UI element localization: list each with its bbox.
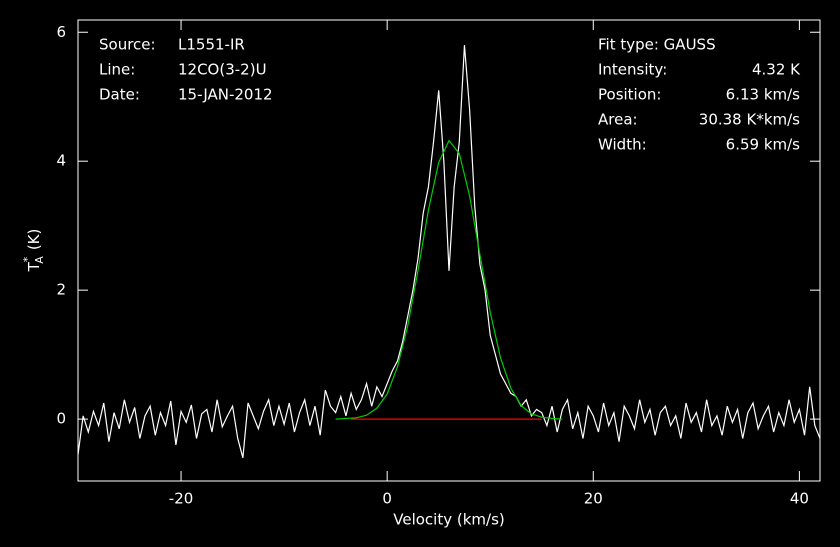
x-tick-label: 0	[382, 490, 392, 508]
fit-value: 6.59 km/s	[726, 136, 801, 154]
fit-line	[335, 139, 563, 420]
plot-frame	[77, 19, 821, 482]
x-tick-label: 40	[790, 490, 809, 508]
fit-key: Width:	[598, 136, 647, 154]
x-axis-label: Velocity (km/s)	[393, 511, 504, 529]
y-tick-label: 6	[56, 23, 66, 41]
y-tick-label: 4	[56, 152, 66, 170]
y-tick-label: 0	[56, 410, 66, 428]
fit-key: Fit type: GAUSS	[598, 36, 716, 54]
y-tick-label: 2	[56, 281, 66, 299]
fit-key: Area:	[598, 111, 638, 129]
x-tick-label: 20	[584, 490, 603, 508]
header-key: Line:	[99, 61, 135, 79]
header-value: 15-JAN-2012	[178, 86, 273, 104]
fit-value: 4.32 K	[752, 61, 801, 79]
header-key: Source:	[99, 36, 156, 54]
header-key: Date:	[99, 86, 140, 104]
fit-value: 30.38 K*km/s	[699, 111, 800, 129]
fit-key: Position:	[598, 86, 661, 104]
fit-value: 6.13 km/s	[726, 86, 801, 104]
x-tick-label: -20	[169, 490, 194, 508]
header-value: 12CO(3-2)U	[178, 61, 267, 79]
spectrum-line	[77, 45, 821, 458]
header-value: L1551-IR	[178, 36, 245, 54]
y-axis-label: T*A(K)	[21, 229, 46, 273]
fit-key: Intensity:	[598, 61, 667, 79]
